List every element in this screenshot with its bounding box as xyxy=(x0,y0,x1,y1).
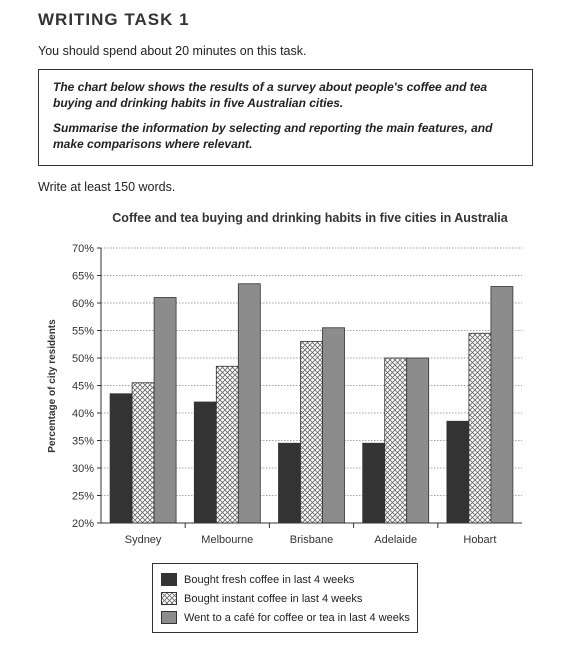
y-tick-label: 45% xyxy=(72,381,94,393)
bar-fresh-coffee xyxy=(278,442,301,524)
legend-swatch-instant xyxy=(161,592,177,605)
bar-instant-coffee xyxy=(300,341,323,524)
legend-label-fresh: Bought fresh coffee in last 4 weeks xyxy=(184,573,355,586)
legend-label-instant: Bought instant coffee in last 4 weeks xyxy=(184,592,363,605)
bar-cafe xyxy=(153,297,177,524)
x-tick-label: Brisbane xyxy=(290,534,333,546)
x-axis-ticks: Sydney Melbourne Brisbane Adelaide Hobart xyxy=(125,523,496,546)
bars xyxy=(109,283,514,524)
task-instruction: Summarise the information by selecting a… xyxy=(53,121,493,151)
y-tick-label: 70% xyxy=(72,243,94,255)
y-tick-label: 25% xyxy=(72,491,94,503)
legend-item-instant-coffee: Bought instant coffee in last 4 weeks xyxy=(161,589,409,608)
legend-item-fresh-coffee: Bought fresh coffee in last 4 weeks xyxy=(161,570,409,589)
legend-item-cafe: Went to a café for coffee or tea in last… xyxy=(161,608,410,627)
bar-cafe xyxy=(322,327,345,524)
y-tick-label: 30% xyxy=(72,463,94,475)
axes xyxy=(100,248,522,524)
legend-label-cafe: Went to a café for coffee or tea in last… xyxy=(184,611,410,624)
chart-legend: Bought fresh coffee in last 4 weeks Boug… xyxy=(152,563,418,633)
y-axis-ticks: 20% 25% 30% 35% 40% 45% 50% 55% 60% 65% 70% xyxy=(72,243,101,530)
x-tick-label: Sydney xyxy=(125,534,162,546)
page-title: WRITING TASK 1 xyxy=(38,10,190,29)
legend-swatch-fresh xyxy=(161,573,177,586)
bar-cafe xyxy=(237,283,261,524)
bar-cafe xyxy=(490,286,514,524)
time-instruction: You should spend about 20 minutes on thi… xyxy=(38,44,307,58)
y-tick-label: 65% xyxy=(72,271,94,283)
bar-instant-coffee xyxy=(468,332,492,524)
bar-fresh-coffee xyxy=(109,393,133,524)
bar-fresh-coffee xyxy=(362,442,386,524)
bar-instant-coffee xyxy=(131,382,155,524)
x-tick-label: Adelaide xyxy=(374,534,417,546)
y-tick-label: 55% xyxy=(72,326,94,338)
task-box: The chart below shows the results of a s… xyxy=(38,69,533,166)
bar-instant-coffee xyxy=(215,365,239,524)
y-tick-label: 40% xyxy=(72,408,94,420)
bar-fresh-coffee xyxy=(446,420,470,524)
y-tick-label: 60% xyxy=(72,298,94,310)
x-tick-label: Hobart xyxy=(463,534,496,546)
y-tick-label: 50% xyxy=(72,353,94,365)
bar-instant-coffee xyxy=(384,357,408,524)
x-tick-label: Melbourne xyxy=(201,534,253,546)
y-tick-label: 35% xyxy=(72,436,94,448)
bar-fresh-coffee xyxy=(193,401,217,524)
legend-swatch-cafe xyxy=(161,611,177,624)
y-axis-label: Percentage of city residents xyxy=(47,319,58,453)
y-tick-label: 20% xyxy=(72,518,94,530)
chart-title: Coffee and tea buying and drinking habit… xyxy=(112,211,508,225)
task-description: The chart below shows the results of a s… xyxy=(53,80,488,110)
word-count-instruction: Write at least 150 words. xyxy=(38,180,176,194)
bar-cafe xyxy=(406,357,430,524)
